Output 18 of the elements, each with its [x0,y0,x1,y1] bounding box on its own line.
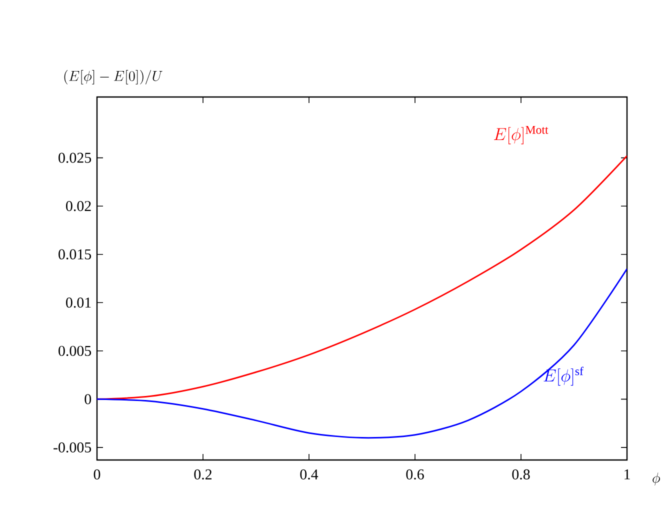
x-tick-label: 0 [94,469,100,480]
line-series [97,268,628,439]
y-tick-label: 0.025 [58,152,92,163]
y-tick-label: 0.015 [58,249,92,260]
x-tick-label: 0.6 [406,469,424,480]
x-tick-label: 0.8 [512,469,530,480]
y-tick-label: 0.005 [58,346,92,356]
y-axis-title: $(E[\phi]-E[0])/U$ [64,70,162,84]
y-tick-label: 0.02 [66,201,91,212]
y-tick-label: -0.005 [54,442,92,453]
x-tick-label: 1 [624,469,630,480]
annotation: $E[\phi]^{\mathrm{sf}}$ [544,366,584,386]
x-axis-title: $\phi$ [652,472,660,486]
x-tick-label: 0.4 [300,469,318,480]
y-tick-label: 0 [84,394,92,404]
annotation: $E[\phi]^{\mathrm{Mott}}$ [494,126,548,144]
x-tick-label: 0.2 [194,469,212,480]
y-tick-label: 0.01 [66,298,91,308]
